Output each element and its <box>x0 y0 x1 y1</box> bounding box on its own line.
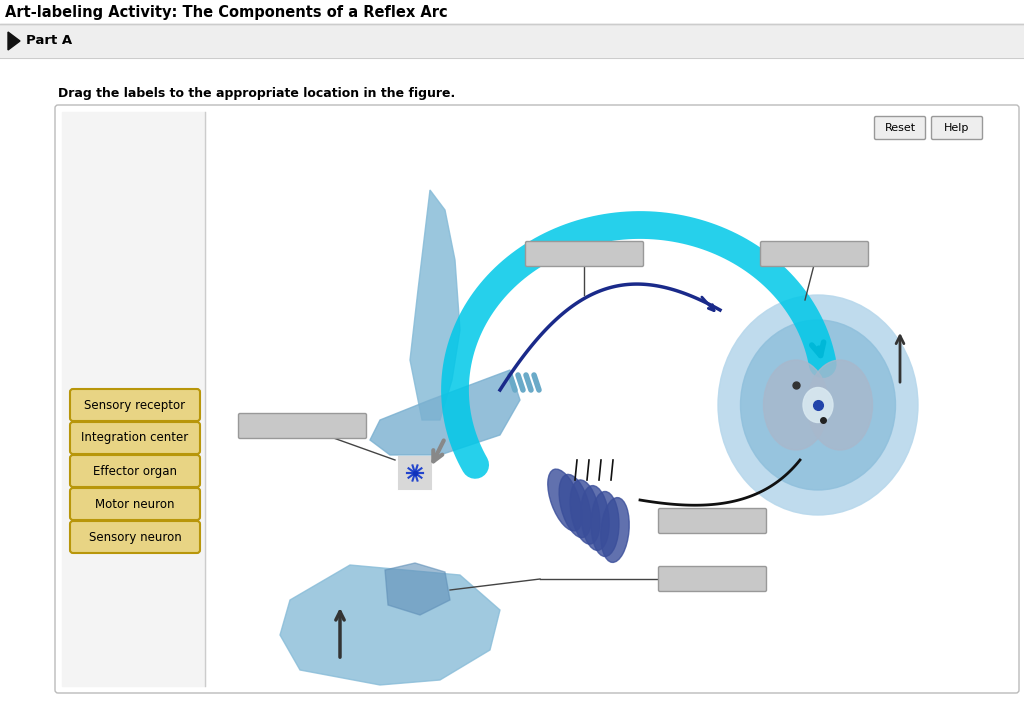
FancyBboxPatch shape <box>70 389 200 421</box>
Text: Drag the labels to the appropriate location in the figure.: Drag the labels to the appropriate locat… <box>58 86 456 100</box>
FancyBboxPatch shape <box>70 455 200 487</box>
Ellipse shape <box>581 486 609 550</box>
Bar <box>62 112 205 686</box>
FancyBboxPatch shape <box>761 241 868 267</box>
FancyBboxPatch shape <box>70 521 200 553</box>
FancyBboxPatch shape <box>70 422 200 454</box>
Text: Motor neuron: Motor neuron <box>95 498 175 510</box>
Text: Part A: Part A <box>26 34 72 48</box>
Text: Effector organ: Effector organ <box>93 465 177 477</box>
Ellipse shape <box>548 469 583 531</box>
Polygon shape <box>410 190 460 420</box>
Text: Art-labeling Activity: The Components of a Reflex Arc: Art-labeling Activity: The Components of… <box>5 6 447 20</box>
Ellipse shape <box>718 295 918 515</box>
Ellipse shape <box>601 498 629 562</box>
Polygon shape <box>280 565 500 685</box>
Bar <box>0 24 1024 58</box>
Text: Sensory neuron: Sensory neuron <box>89 531 181 543</box>
FancyBboxPatch shape <box>874 117 926 140</box>
FancyBboxPatch shape <box>658 567 767 592</box>
Polygon shape <box>385 563 450 615</box>
Ellipse shape <box>764 360 828 450</box>
Text: Sensory receptor: Sensory receptor <box>84 399 185 411</box>
Text: Integration center: Integration center <box>81 432 188 444</box>
Ellipse shape <box>570 480 600 544</box>
FancyBboxPatch shape <box>70 488 200 520</box>
Text: Reset: Reset <box>885 123 915 133</box>
FancyBboxPatch shape <box>239 413 367 439</box>
Text: Help: Help <box>944 123 970 133</box>
Bar <box>399 457 431 489</box>
Bar <box>0 0 1024 24</box>
Ellipse shape <box>559 475 591 538</box>
FancyBboxPatch shape <box>658 508 767 534</box>
FancyBboxPatch shape <box>525 241 643 267</box>
Polygon shape <box>370 370 520 455</box>
FancyBboxPatch shape <box>932 117 982 140</box>
Polygon shape <box>8 32 20 50</box>
Ellipse shape <box>591 491 618 557</box>
Ellipse shape <box>803 388 833 423</box>
Ellipse shape <box>808 360 872 450</box>
Ellipse shape <box>740 320 896 490</box>
FancyBboxPatch shape <box>55 105 1019 693</box>
